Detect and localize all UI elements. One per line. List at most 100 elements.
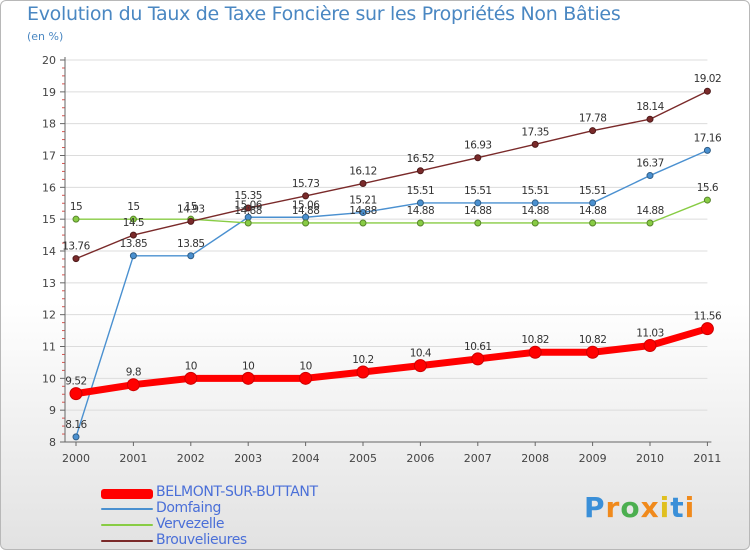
y-tick-label: 13 bbox=[42, 277, 56, 290]
data-label: 14.88 bbox=[464, 205, 492, 217]
logo-letter: x bbox=[640, 491, 660, 524]
data-point bbox=[359, 180, 367, 188]
data-label: 13.85 bbox=[120, 238, 148, 250]
data-point bbox=[302, 192, 310, 200]
data-point bbox=[129, 215, 137, 223]
x-tick-label: 2007 bbox=[464, 452, 492, 465]
data-label: 19.02 bbox=[694, 73, 722, 85]
data-point bbox=[129, 252, 137, 260]
data-point bbox=[646, 115, 654, 123]
logo-letter: o bbox=[620, 491, 641, 524]
data-label: 10 bbox=[242, 360, 254, 372]
data-label: 14.88 bbox=[407, 205, 435, 217]
data-label: 14.88 bbox=[292, 205, 320, 217]
x-tick-label: 2011 bbox=[693, 452, 721, 465]
data-point bbox=[531, 199, 539, 207]
data-label: 10.82 bbox=[521, 334, 549, 346]
data-point bbox=[703, 196, 711, 204]
y-axis-unit: (en %) bbox=[27, 30, 64, 43]
data-point bbox=[474, 154, 482, 162]
data-label: 17.78 bbox=[579, 113, 607, 125]
data-labels: 8.16 13.85 13.85 15.06 15.06 15.21 15.51 15.51 1… bbox=[62, 73, 722, 431]
data-label: 17.35 bbox=[521, 126, 549, 138]
legend-label-vervezelle: Vervezelle bbox=[156, 516, 225, 532]
x-tick-label: 2009 bbox=[579, 452, 607, 465]
data-label: 17.16 bbox=[694, 132, 722, 144]
data-point bbox=[589, 219, 597, 227]
data-label: 16.37 bbox=[636, 158, 664, 170]
data-label: 10.82 bbox=[579, 334, 607, 346]
y-tick-label: 8 bbox=[49, 436, 56, 449]
data-point bbox=[646, 219, 654, 227]
data-point bbox=[299, 371, 313, 385]
data-point bbox=[359, 208, 367, 216]
data-point bbox=[474, 199, 482, 207]
data-point bbox=[356, 365, 370, 379]
y-tick-label: 19 bbox=[42, 86, 56, 99]
x-tick-label: 2006 bbox=[406, 452, 434, 465]
data-point bbox=[474, 219, 482, 227]
data-label: 14.88 bbox=[579, 205, 607, 217]
legend-label-domfaing: Domfaing bbox=[156, 500, 221, 516]
x-tick-label: 2008 bbox=[521, 452, 549, 465]
y-tick-label: 10 bbox=[42, 372, 56, 385]
data-label: 11.56 bbox=[694, 311, 722, 323]
y-tick-label: 12 bbox=[42, 309, 56, 322]
gridlines bbox=[65, 59, 708, 411]
x-tick-label: 2004 bbox=[292, 452, 320, 465]
data-label: 16.93 bbox=[464, 140, 492, 152]
data-point bbox=[416, 167, 424, 175]
data-point bbox=[244, 204, 252, 212]
data-label: 13.76 bbox=[62, 241, 90, 253]
data-point bbox=[69, 387, 83, 401]
data-label: 14.88 bbox=[234, 205, 262, 217]
data-label: 15.51 bbox=[407, 185, 435, 197]
data-point bbox=[72, 433, 80, 441]
data-label: 18.14 bbox=[636, 101, 664, 113]
data-label: 14.5 bbox=[123, 217, 144, 229]
logo-letter: P bbox=[584, 491, 606, 524]
x-tick-label: 2002 bbox=[177, 452, 205, 465]
data-point bbox=[184, 371, 198, 385]
data-label: 10.2 bbox=[352, 354, 373, 366]
x-tick-label: 2001 bbox=[119, 452, 147, 465]
x-tick-label: 2010 bbox=[636, 452, 664, 465]
logo-letter: r bbox=[605, 491, 621, 524]
data-label: 15.51 bbox=[521, 185, 549, 197]
series-lines bbox=[69, 87, 714, 441]
series-line-3 bbox=[75, 90, 709, 260]
data-label: 13.85 bbox=[177, 238, 205, 250]
axes: 8 9 10 11 12 13 14 15 16 17 18 19 20 2000 2001 2002 2003… bbox=[42, 54, 721, 465]
data-label: 15.73 bbox=[292, 178, 320, 190]
legend-label-belmont: BELMONT-SUR-BUTTANT bbox=[156, 484, 318, 500]
data-point bbox=[129, 231, 137, 239]
data-point bbox=[187, 252, 195, 260]
data-point bbox=[703, 146, 711, 154]
x-tick-label: 2005 bbox=[349, 452, 377, 465]
data-point bbox=[187, 217, 195, 225]
y-tick-label: 20 bbox=[42, 54, 56, 67]
data-label: 10.4 bbox=[410, 348, 432, 360]
data-point bbox=[244, 219, 252, 227]
data-label: 14.93 bbox=[177, 203, 205, 215]
proxiti-logo: Proxiti bbox=[584, 491, 695, 524]
data-label: 14.88 bbox=[349, 205, 377, 217]
logo-letter: i bbox=[659, 491, 671, 524]
series-line-1 bbox=[75, 149, 709, 438]
y-tick-label: 16 bbox=[42, 181, 56, 194]
data-point bbox=[531, 140, 539, 148]
legend-label-brouvelieures: Brouvelieures bbox=[156, 532, 247, 548]
data-label: 11.03 bbox=[636, 328, 664, 340]
x-tick-label: 2000 bbox=[62, 452, 90, 465]
data-label: 15.21 bbox=[349, 194, 377, 206]
data-label: 15 bbox=[185, 201, 197, 213]
data-point bbox=[643, 339, 657, 353]
y-tick-label: 9 bbox=[49, 404, 56, 417]
data-point bbox=[589, 199, 597, 207]
data-point bbox=[72, 215, 80, 223]
data-label: 10.61 bbox=[464, 341, 492, 353]
data-point bbox=[126, 378, 140, 392]
data-label: 15.06 bbox=[234, 199, 262, 211]
y-tick-label: 11 bbox=[42, 341, 56, 354]
data-point bbox=[646, 172, 654, 180]
